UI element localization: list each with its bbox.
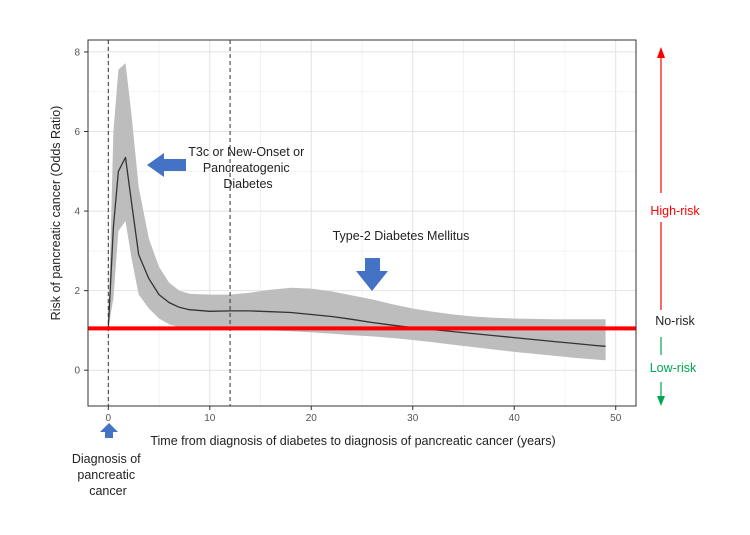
x-tick-label: 30 — [407, 413, 419, 424]
t3c-annotation-line: Diabetes — [223, 177, 272, 191]
low-risk-label: Low-risk — [650, 361, 697, 375]
x-axis-label: Time from diagnosis of diabetes to diagn… — [150, 434, 555, 448]
no-risk-label: No-risk — [655, 314, 695, 328]
x-tick-label: 0 — [106, 413, 112, 424]
risk-curve — [107, 156, 606, 347]
x-tick-label: 50 — [610, 413, 622, 424]
y-axis-label: Risk of pancreatic cancer (Odds Ratio) — [49, 106, 63, 321]
diagnosis-annotation-line: pancreatic — [77, 468, 135, 482]
confidence-band — [108, 63, 606, 361]
y-tick-label: 0 — [74, 366, 80, 377]
t3c-arrow-icon — [147, 153, 186, 177]
x-tick-label: 10 — [204, 413, 216, 424]
x-tick-label: 20 — [306, 413, 318, 424]
t3c-annotation-line: T3c or New-Onset or — [188, 145, 304, 159]
type2-arrow-icon — [356, 258, 388, 291]
x-axis-ticks: 0 10 20 30 40 50 — [106, 406, 622, 424]
diagnosis-annotation-line: Diagnosis of — [72, 452, 141, 466]
y-tick-label: 8 — [74, 47, 80, 58]
confidence-band-area — [108, 63, 606, 361]
high-risk-label: High-risk — [650, 204, 700, 218]
risk-scale: High-risk No-risk Low-risk — [650, 47, 700, 406]
y-tick-label: 2 — [74, 286, 80, 297]
low-risk-arrow-icon — [657, 396, 665, 406]
diagnosis-annotation: Diagnosis of pancreatic cancer — [72, 452, 144, 498]
y-tick-label: 4 — [74, 207, 80, 218]
y-axis-ticks: 0 2 4 6 8 — [74, 47, 88, 377]
t3c-annotation-line: Pancreatogenic — [203, 161, 290, 175]
diagnosis-annotation-line: cancer — [89, 484, 127, 498]
y-tick-label: 6 — [74, 127, 80, 138]
plot-frame — [87, 39, 637, 407]
diagnosis-arrow-icon — [100, 423, 118, 438]
type2-annotation: Type-2 Diabetes Mellitus — [333, 229, 470, 243]
x-tick-label: 40 — [509, 413, 521, 424]
high-risk-arrow-icon — [657, 47, 665, 58]
risk-curve-line — [107, 156, 606, 347]
vertical-markers — [107, 40, 231, 406]
t3c-annotation: T3c or New-Onset or Pancreatogenic Diabe… — [188, 145, 308, 191]
